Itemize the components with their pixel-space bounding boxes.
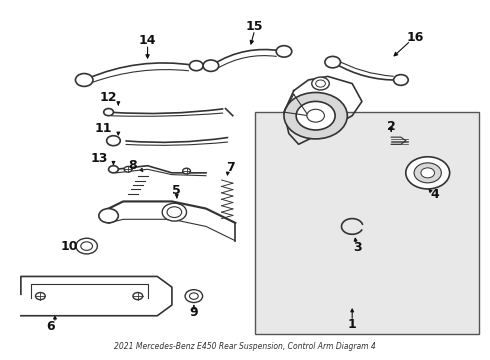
- Circle shape: [183, 168, 191, 174]
- Text: 9: 9: [190, 306, 198, 319]
- Circle shape: [190, 293, 198, 299]
- Circle shape: [307, 109, 324, 122]
- Circle shape: [133, 293, 143, 300]
- Text: 12: 12: [100, 91, 117, 104]
- Circle shape: [76, 238, 98, 254]
- Text: 2021 Mercedes-Benz E450 Rear Suspension, Control Arm Diagram 4: 2021 Mercedes-Benz E450 Rear Suspension,…: [114, 342, 376, 351]
- Text: 14: 14: [139, 34, 156, 47]
- Text: 5: 5: [172, 184, 181, 197]
- Circle shape: [190, 61, 203, 71]
- Circle shape: [312, 77, 329, 90]
- Text: 1: 1: [348, 318, 357, 331]
- Text: 4: 4: [431, 188, 440, 201]
- Text: 16: 16: [407, 31, 424, 44]
- Text: 8: 8: [129, 159, 137, 172]
- Circle shape: [325, 57, 341, 68]
- Circle shape: [99, 208, 118, 223]
- Circle shape: [104, 109, 114, 116]
- FancyBboxPatch shape: [255, 112, 479, 334]
- Text: 10: 10: [61, 240, 78, 253]
- Text: 6: 6: [46, 320, 54, 333]
- Text: 3: 3: [353, 241, 361, 255]
- Circle shape: [109, 166, 118, 173]
- Circle shape: [185, 290, 202, 302]
- Circle shape: [421, 168, 435, 178]
- Circle shape: [124, 166, 132, 172]
- Circle shape: [284, 93, 347, 139]
- Circle shape: [203, 60, 219, 71]
- Circle shape: [393, 75, 408, 85]
- Circle shape: [414, 163, 441, 183]
- Circle shape: [167, 207, 182, 217]
- Circle shape: [296, 102, 335, 130]
- Circle shape: [162, 203, 187, 221]
- Circle shape: [316, 80, 325, 87]
- Text: 2: 2: [387, 120, 395, 133]
- Text: 11: 11: [95, 122, 113, 135]
- Text: 7: 7: [226, 161, 235, 174]
- Circle shape: [81, 242, 93, 250]
- Text: 13: 13: [90, 152, 107, 165]
- Circle shape: [107, 136, 120, 146]
- Text: 15: 15: [246, 20, 264, 33]
- Circle shape: [276, 46, 292, 57]
- Circle shape: [35, 293, 45, 300]
- Circle shape: [406, 157, 450, 189]
- Circle shape: [75, 73, 93, 86]
